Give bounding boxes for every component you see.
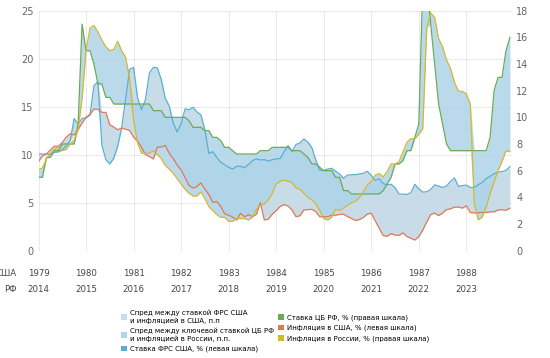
Text: 2019: 2019	[265, 285, 287, 294]
Text: 1981: 1981	[123, 269, 145, 278]
Text: РФ: РФ	[4, 285, 17, 294]
Text: 2016: 2016	[123, 285, 145, 294]
Text: 1980: 1980	[75, 269, 97, 278]
Text: 2014: 2014	[28, 285, 50, 294]
Text: 2021: 2021	[360, 285, 382, 294]
Text: 1982: 1982	[170, 269, 192, 278]
Text: 2015: 2015	[75, 285, 97, 294]
Text: 1979: 1979	[28, 269, 50, 278]
Text: 1986: 1986	[360, 269, 382, 278]
Text: 2022: 2022	[408, 285, 430, 294]
Text: 2023: 2023	[455, 285, 477, 294]
Text: 1988: 1988	[455, 269, 477, 278]
Text: 2018: 2018	[218, 285, 240, 294]
Text: 2017: 2017	[170, 285, 192, 294]
Text: 1985: 1985	[313, 269, 334, 278]
Text: США: США	[0, 269, 17, 278]
Text: 1983: 1983	[218, 269, 240, 278]
Text: 1984: 1984	[265, 269, 287, 278]
Text: 1987: 1987	[408, 269, 430, 278]
Legend: Спред между ставкой ФРС США
и инфляцией в США, п.п, Спред между ключевой ставкой: Спред между ставкой ФРС США и инфляцией …	[119, 308, 431, 354]
Text: 2020: 2020	[313, 285, 335, 294]
